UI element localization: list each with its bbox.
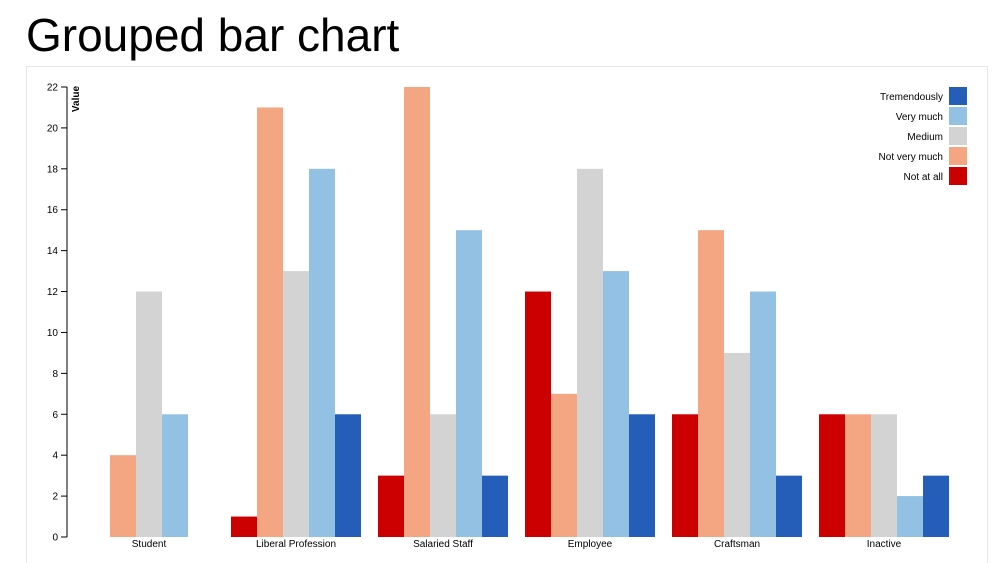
bar-tremendously-inactive <box>923 475 949 537</box>
y-tick-label: 2 <box>52 492 58 503</box>
bar-tremendously-employee <box>629 414 655 537</box>
bar-tremendously-craftsman <box>776 475 802 537</box>
bar-not-at-all-employee <box>525 291 551 537</box>
bar-not-very-much-salaried-staff <box>404 87 430 537</box>
legend-label: Medium <box>907 132 943 143</box>
legend-swatch-medium <box>949 127 967 145</box>
y-tick-label: 6 <box>52 410 58 421</box>
bar-tremendously-liberal-profession <box>335 414 361 537</box>
bar-not-very-much-student <box>110 455 136 537</box>
bar-not-very-much-inactive <box>845 414 871 537</box>
x-tick-label: Inactive <box>867 539 902 550</box>
y-tick-label: 8 <box>52 369 58 380</box>
bar-very-much-salaried-staff <box>456 230 482 537</box>
bar-medium-liberal-profession <box>283 271 309 537</box>
bar-not-very-much-liberal-profession <box>257 107 283 538</box>
bar-not-at-all-salaried-staff <box>378 475 404 537</box>
chart-frame <box>26 66 988 563</box>
x-axis: Student Liberal Profession Salaried Staff E… <box>132 539 902 550</box>
bar-medium-craftsman <box>724 352 750 537</box>
y-tick-label: 16 <box>47 205 59 216</box>
y-tick-label: 22 <box>47 83 59 94</box>
bar-medium-salaried-staff <box>430 414 456 537</box>
page-title: Grouped bar chart <box>26 9 400 61</box>
legend-swatch-very-much <box>949 107 967 125</box>
y-axis-label: Value <box>71 86 82 113</box>
bar-very-much-inactive <box>897 496 923 537</box>
y-axis: 0 2 4 6 8 10 12 14 16 18 20 22 <box>47 83 68 544</box>
bar-not-at-all-inactive <box>819 414 845 537</box>
legend-swatch-not-very-much <box>949 147 967 165</box>
y-tick-label: 14 <box>47 246 59 257</box>
bar-very-much-employee <box>603 271 629 537</box>
y-tick-label: 18 <box>47 164 59 175</box>
bar-medium-inactive <box>871 414 897 537</box>
bar-not-very-much-employee <box>551 393 577 537</box>
bar-very-much-student <box>162 414 188 537</box>
legend: Tremendously Very much Medium Not very much… <box>879 87 967 185</box>
y-tick-label: 4 <box>52 451 58 462</box>
bar-tremendously-salaried-staff <box>482 475 508 537</box>
legend-swatch-not-at-all <box>949 167 967 185</box>
x-tick-label: Student <box>132 539 167 550</box>
bar-medium-employee <box>577 168 603 537</box>
bar-not-at-all-liberal-profession <box>231 516 257 537</box>
bar-medium-student <box>136 291 162 537</box>
x-tick-label: Employee <box>568 539 613 550</box>
bar-very-much-liberal-profession <box>309 168 335 537</box>
bar-not-at-all-craftsman <box>672 414 698 537</box>
legend-label: Very much <box>896 112 943 123</box>
bar-not-very-much-craftsman <box>698 230 724 537</box>
y-tick-label: 0 <box>52 533 58 544</box>
y-tick-label: 12 <box>47 287 59 298</box>
x-tick-label: Craftsman <box>714 539 760 550</box>
legend-label: Not very much <box>879 152 943 163</box>
legend-label: Not at all <box>904 172 943 183</box>
legend-swatch-tremendously <box>949 87 967 105</box>
bars <box>110 87 949 538</box>
legend-label: Tremendously <box>880 92 943 103</box>
y-tick-label: 10 <box>47 328 59 339</box>
x-tick-label: Liberal Profession <box>256 539 336 550</box>
x-tick-label: Salaried Staff <box>413 539 473 550</box>
y-tick-label: 20 <box>47 123 59 134</box>
bar-very-much-craftsman <box>750 291 776 537</box>
